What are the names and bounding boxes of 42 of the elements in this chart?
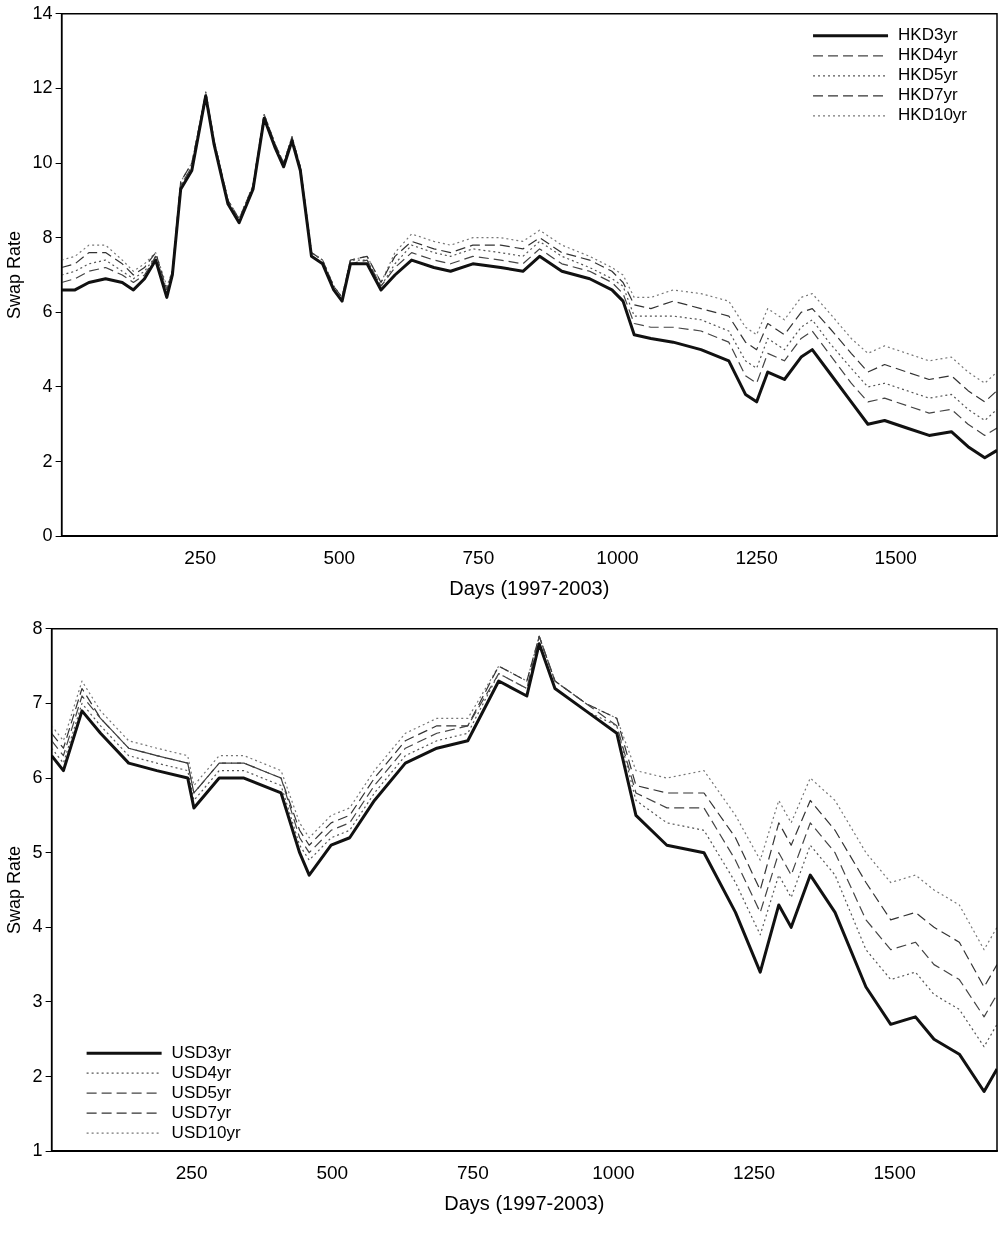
legend-label: HKD7yr — [898, 85, 958, 105]
legend-label: USD4yr — [171, 1062, 232, 1082]
legend-label: USD3yr — [171, 1042, 232, 1062]
x-axis-title: Days (1997-2003) — [449, 576, 610, 599]
y-tick-label: 5 — [32, 841, 43, 862]
y-tick-label: 12 — [32, 77, 53, 98]
y-tick-label: 4 — [32, 916, 43, 937]
y-tick-label: 1 — [32, 1140, 43, 1161]
legend-label: HKD4yr — [898, 45, 958, 65]
y-tick-label: 7 — [32, 692, 43, 713]
x-tick-label: 750 — [456, 1161, 489, 1183]
x-tick-label: 500 — [316, 1161, 349, 1183]
y-tick-label: 2 — [42, 450, 53, 471]
y-tick-label: 6 — [42, 301, 53, 322]
legend-label: USD5yr — [171, 1082, 232, 1102]
x-tick-label: 750 — [462, 546, 495, 568]
y-tick-label: 14 — [32, 2, 53, 23]
x-tick-label: 1500 — [873, 1161, 916, 1183]
legend-label: HKD3yr — [898, 25, 958, 45]
x-tick-label: 500 — [323, 546, 356, 568]
y-tick-label: 6 — [32, 767, 43, 788]
legend-label: HKD5yr — [898, 65, 958, 85]
y-tick-label: 4 — [42, 375, 53, 396]
y-tick-label: 8 — [32, 617, 43, 638]
x-tick-label: 250 — [175, 1161, 208, 1183]
y-tick-label: 0 — [42, 525, 53, 546]
x-tick-label: 1250 — [732, 1161, 776, 1183]
x-tick-label: 250 — [184, 546, 217, 568]
y-tick-label: 2 — [32, 1065, 43, 1086]
y-tick-label: 8 — [42, 226, 53, 247]
y-axis-title: Swap Rate — [3, 845, 24, 935]
legend-label: USD7yr — [171, 1102, 232, 1122]
x-tick-label: 1000 — [592, 1161, 635, 1183]
legend-label: HKD10yr — [898, 105, 968, 125]
y-tick-label: 3 — [32, 990, 43, 1011]
x-tick-label: 1500 — [874, 546, 917, 568]
x-tick-label: 1000 — [596, 546, 639, 568]
legend-label: USD10yr — [171, 1122, 241, 1142]
x-tick-label: 1250 — [735, 546, 778, 568]
y-axis-title: Swap Rate — [3, 230, 24, 320]
x-axis-title: Days (1997-2003) — [444, 1191, 605, 1214]
y-tick-label: 10 — [32, 152, 53, 173]
